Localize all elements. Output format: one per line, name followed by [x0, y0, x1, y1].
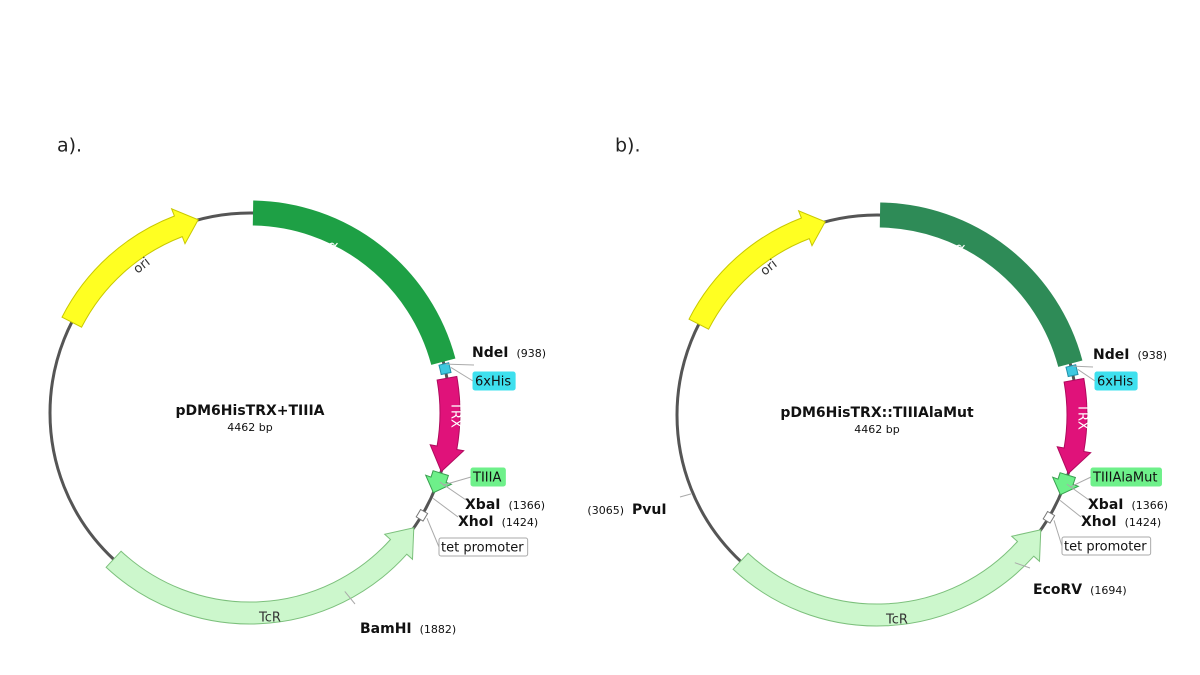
site-name: XhoI	[1081, 514, 1117, 530]
feature-label: TRX	[1075, 403, 1090, 430]
feature-shape	[1051, 472, 1080, 496]
leader-line	[1014, 562, 1031, 569]
feature-tag: TIIIAlaMut	[1090, 467, 1162, 487]
feature-shape	[1056, 377, 1092, 475]
feature-label: TIIIAlaMut	[1092, 471, 1157, 486]
site-name: XbaI	[1088, 497, 1123, 513]
leader-line	[445, 363, 475, 366]
feature-label: tet promoter	[441, 541, 524, 556]
panel-label: a).	[57, 135, 82, 157]
site-position: (938)	[1137, 349, 1167, 362]
feature-shape	[429, 375, 465, 473]
leader-line	[442, 476, 472, 486]
feature-shape	[61, 207, 199, 328]
site-position: (1882)	[420, 623, 457, 636]
leader-line	[450, 366, 474, 382]
leader-line	[1053, 520, 1063, 547]
feature-tag: 6xHis	[1094, 371, 1138, 391]
site-position: (1366)	[1131, 499, 1168, 512]
site-position: (3065)	[587, 504, 624, 517]
panel-label: b).	[615, 135, 641, 157]
site-position: (938)	[516, 347, 546, 360]
plasmid-name: pDM6HisTRX+TIIIA	[175, 403, 324, 419]
feature-tag: tet promoter	[438, 537, 529, 557]
feature-shape	[688, 209, 826, 330]
feature-tag: TIIIA	[470, 467, 506, 487]
site-position: (1424)	[502, 516, 539, 529]
leader-line	[679, 493, 692, 498]
feature-shape	[1042, 510, 1056, 524]
leader-line	[432, 497, 459, 518]
feature-label: tet promoter	[1064, 540, 1147, 555]
leader-line	[1072, 365, 1094, 368]
feature-shape	[105, 527, 415, 625]
site-name: EcoRV	[1033, 582, 1082, 598]
leader-line	[426, 518, 440, 548]
feature-shape	[415, 508, 429, 522]
feature-label: TRX	[448, 401, 463, 428]
feature-label: TcR	[885, 613, 908, 628]
site-name: XhoI	[458, 514, 494, 530]
leader-line	[1059, 500, 1082, 518]
site-name: BamHI	[360, 621, 412, 637]
leader-line	[344, 591, 356, 605]
site-position: (1694)	[1090, 584, 1127, 597]
feature-label: TcR	[258, 611, 281, 626]
feature-shape	[1065, 364, 1079, 378]
feature-shape	[438, 362, 452, 376]
plasmid-name: pDM6HisTRX::TIIIAlaMut	[780, 405, 974, 421]
feature-tag: tet promoter	[1061, 536, 1152, 556]
feature-shape	[732, 529, 1042, 627]
feature-shape	[424, 470, 453, 494]
feature-shape	[252, 200, 456, 365]
plasmid-size: 4462 bp	[854, 423, 899, 436]
site-name: NdeI	[472, 345, 508, 361]
site-position: (1424)	[1125, 516, 1162, 529]
leader-line	[1077, 368, 1096, 382]
feature-shape	[879, 202, 1083, 367]
leader-line	[1066, 483, 1090, 501]
leader-line	[439, 481, 467, 501]
site-name: PvuI	[632, 502, 667, 518]
plasmid-size: 4462 bp	[227, 421, 272, 434]
feature-label: 6xHis	[1097, 375, 1133, 390]
feature-label: 6xHis	[475, 375, 511, 390]
site-position: (1366)	[508, 499, 545, 512]
site-name: NdeI	[1093, 347, 1129, 363]
feature-label: TIIIA	[472, 471, 501, 486]
feature-tag: 6xHis	[472, 371, 516, 391]
site-name: XbaI	[465, 497, 500, 513]
leader-line	[1069, 476, 1092, 488]
